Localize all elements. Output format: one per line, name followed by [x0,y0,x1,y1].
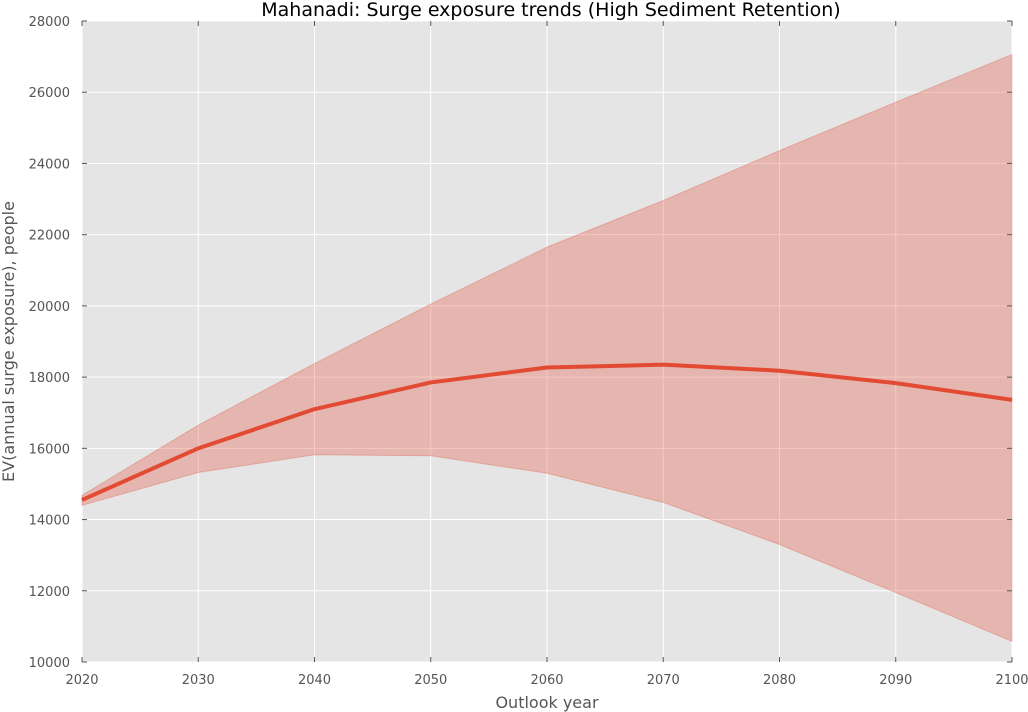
uncertainty-band [81,53,1013,643]
x-tick-label: 2020 [65,673,98,688]
x-tick-label: 2100 [995,673,1028,688]
y-tick-label: 28000 [29,15,70,30]
y-tick-label: 26000 [29,86,70,101]
x-tick-label: 2080 [763,673,796,688]
y-tick-label: 16000 [29,442,70,457]
x-tick-label: 2050 [414,673,447,688]
mean-series-line [81,362,1013,502]
y-tick-label: 24000 [29,157,70,172]
y-axis-label: EV(annual surge exposure), people [0,201,18,482]
x-tick-label: 2070 [647,673,680,688]
y-tick-label: 22000 [29,229,70,244]
y-tick-label: 18000 [29,371,70,386]
x-tick-label: 2040 [298,673,331,688]
y-tick-label: 20000 [29,300,70,315]
x-tick-label: 2030 [182,673,215,688]
y-tick-label: 10000 [29,656,70,671]
chart-title: Mahanadi: Surge exposure trends (High Se… [261,0,840,21]
tick-labels: 2020 2030 2040 2050 2060 2070 2080 2090 2100 1000… [29,15,1028,688]
x-tick-label: 2060 [530,673,563,688]
y-tick-label: 14000 [29,514,70,529]
x-axis-label: Outlook year [495,693,599,712]
y-tick-label: 12000 [29,585,70,600]
x-tick-label: 2090 [879,673,912,688]
axis-ticks [81,20,1013,663]
